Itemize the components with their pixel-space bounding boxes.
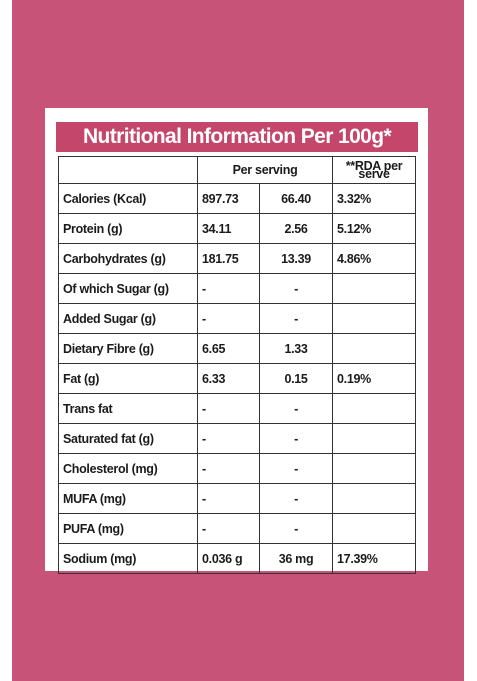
nutrient-name-cell: Dietary Fibre (g) — [58, 333, 198, 364]
per-serving-value-cell: 6.65 — [197, 333, 260, 364]
rda-percent-cell — [332, 393, 417, 424]
per-serving-value-cell: 181.75 — [197, 243, 260, 274]
per-serving-value-cell-2: - — [258, 393, 334, 424]
table-row: Carbohydrates (g) 181.75 13.39 4.86% — [58, 243, 417, 274]
nutrient-name-cell: Protein (g) — [58, 213, 198, 244]
nutrient-name-cell: Of which Sugar (g) — [58, 273, 198, 304]
per-serving-value-cell: - — [197, 303, 260, 334]
nutrient-name-cell: Cholesterol (mg) — [58, 453, 198, 484]
rda-percent-cell: 4.86% — [332, 243, 417, 274]
per-serving-value-cell: - — [197, 483, 260, 514]
rda-header-line1: **RDA per — [345, 159, 403, 173]
per-serving-value-cell: - — [197, 393, 260, 424]
rda-percent-cell: 3.32% — [332, 183, 417, 214]
rda-percent-cell — [332, 423, 417, 454]
table-row: PUFA (mg) - - — [58, 513, 417, 544]
per-serving-value-cell: - — [197, 513, 260, 544]
per-serving-value-cell-2: 66.40 — [258, 183, 334, 214]
per-serving-value-cell-2: 36 mg — [258, 543, 334, 574]
per-serving-value-cell-2: 2.56 — [258, 213, 334, 244]
per-serving-value-cell-2: - — [258, 513, 334, 544]
table-row: Of which Sugar (g) - - — [58, 273, 417, 304]
rda-percent-cell: 5.12% — [332, 213, 417, 244]
table-row: Saturated fat (g) - - — [58, 423, 417, 454]
per-serving-header: Per serving — [196, 156, 334, 184]
per-serving-value-cell: 0.036 g — [197, 543, 260, 574]
table-row: MUFA (mg) - - — [58, 483, 417, 514]
nutrition-label-card: Nutritional Information Per 100g* Per se… — [45, 108, 428, 574]
table-row: Trans fat - - — [58, 393, 417, 424]
per-serving-value-cell: 897.73 — [197, 183, 260, 214]
rda-percent-cell — [332, 303, 417, 334]
per-serving-value-cell: 34.11 — [197, 213, 260, 244]
rda-percent-cell — [332, 453, 417, 484]
nutrient-name-cell: Trans fat — [58, 393, 198, 424]
table-row: Calories (Kcal) 897.73 66.40 3.32% — [58, 183, 417, 214]
table-row: Dietary Fibre (g) 6.65 1.33 — [58, 333, 417, 364]
per-serving-value-cell-2: 13.39 — [258, 243, 334, 274]
per-serving-value-cell-2: - — [258, 483, 334, 514]
table-row: Cholesterol (mg) - - — [58, 453, 417, 484]
table-row: Added Sugar (g) - - — [58, 303, 417, 334]
rda-percent-cell: 0.19% — [332, 363, 417, 394]
rda-percent-cell — [332, 333, 417, 364]
rda-header-line2: serve — [358, 167, 390, 181]
nutrient-name-cell: Calories (Kcal) — [58, 183, 198, 214]
table-row: Sodium (mg) 0.036 g 36 mg 17.39% — [58, 543, 417, 574]
nutrient-name-cell: Sodium (mg) — [58, 543, 198, 574]
rda-percent-cell — [332, 513, 417, 544]
nutrition-title-banner: Nutritional Information Per 100g* — [56, 122, 418, 152]
per-serving-value-cell-2: - — [258, 273, 334, 304]
nutrient-name-cell: Carbohydrates (g) — [58, 243, 198, 274]
table-row: Protein (g) 34.11 2.56 5.12% — [58, 213, 417, 244]
nutrient-name-cell: Fat (g) — [58, 363, 198, 394]
per-serving-value-cell-2: - — [258, 453, 334, 484]
rda-percent-cell: 17.39% — [332, 543, 417, 574]
nutrient-name-cell: Added Sugar (g) — [58, 303, 198, 334]
table-row: Fat (g) 6.33 0.15 0.19% — [58, 363, 417, 394]
nutrient-name-cell: MUFA (mg) — [58, 483, 198, 514]
nutrient-name-cell: PUFA (mg) — [58, 513, 198, 544]
header-blank-cell — [58, 156, 198, 184]
per-serving-value-cell-2: - — [258, 423, 334, 454]
rda-header: **RDA per serve — [332, 156, 417, 184]
per-serving-value-cell: - — [197, 273, 260, 304]
per-serving-value-cell: 6.33 — [197, 363, 260, 394]
per-serving-value-cell: - — [197, 423, 260, 454]
rda-percent-cell — [332, 483, 417, 514]
per-serving-value-cell-2: - — [258, 303, 334, 334]
per-serving-value-cell-2: 0.15 — [258, 363, 334, 394]
table-header-row: Per serving **RDA per serve — [58, 156, 417, 184]
nutrition-facts-table: Per serving **RDA per serve Calories (Kc… — [58, 156, 417, 574]
per-serving-value-cell: - — [197, 453, 260, 484]
rda-percent-cell — [332, 273, 417, 304]
nutrient-name-cell: Saturated fat (g) — [58, 423, 198, 454]
per-serving-value-cell-2: 1.33 — [258, 333, 334, 364]
